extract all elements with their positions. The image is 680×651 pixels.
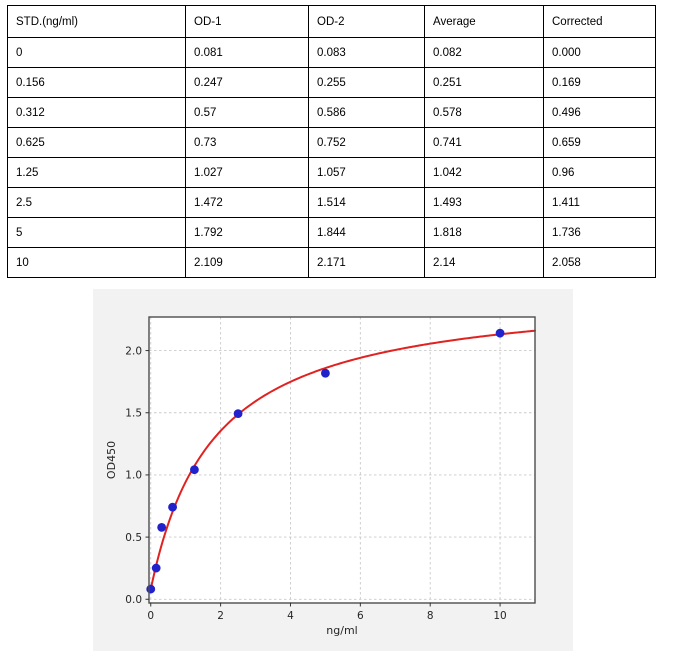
table-row: 0 0.081 0.083 0.082 0.000	[7, 37, 656, 68]
x-tick-label: 6	[357, 610, 364, 622]
table-cell: 0.586	[308, 97, 425, 128]
table-cell: 0.741	[424, 127, 544, 158]
x-tick-label: 2	[217, 610, 224, 622]
data-point	[151, 563, 161, 573]
table-cell: 1.25	[7, 157, 186, 188]
y-tick-label: 0.0	[125, 594, 142, 606]
x-tick-label: 10	[493, 610, 506, 622]
standards-table: STD.(ng/ml) OD-1 OD-2 Average Corrected 0 0.0…	[7, 5, 656, 278]
x-tick-label: 8	[427, 610, 434, 622]
table-cell: 2.171	[308, 247, 425, 278]
table-cell: 1.493	[424, 187, 544, 218]
y-tick-label: 2.0	[125, 345, 142, 357]
table-cell: 1.514	[308, 187, 425, 218]
table-row: 2.5 1.472 1.514 1.493 1.411	[7, 187, 656, 218]
table-cell: 0.083	[308, 37, 425, 68]
standard-curve-figure: 0 2 4 6 8 10 0.0 0.5 1.0 1.5 2.0 ng/ml OD450	[93, 289, 573, 651]
y-tick-label: 1.0	[125, 470, 142, 482]
table-cell: 0.496	[543, 97, 656, 128]
column-header: Average	[424, 5, 544, 38]
data-point	[168, 502, 177, 512]
x-tick-label: 0	[147, 610, 154, 622]
table-cell: 0.000	[543, 37, 656, 68]
table-cell: 10	[7, 247, 186, 278]
data-point	[190, 465, 199, 475]
column-header: STD.(ng/ml)	[7, 5, 186, 38]
table-cell: 1.057	[308, 157, 425, 188]
table-row: 0.156 0.247 0.255 0.251 0.169	[7, 67, 656, 98]
table-cell: 1.042	[424, 157, 544, 188]
column-header: OD-2	[308, 5, 425, 38]
table-row: 10 2.109 2.171 2.14 2.058	[7, 247, 656, 278]
table-cell: 1.472	[185, 187, 309, 218]
table-cell: 0.57	[185, 97, 309, 128]
table-row: 1.25 1.027 1.057 1.042 0.96	[7, 157, 656, 188]
y-axis-label: OD450	[105, 441, 118, 479]
data-point	[157, 522, 167, 532]
column-header: Corrected	[543, 5, 656, 38]
plot-border	[148, 316, 536, 604]
table-cell: 0.255	[308, 67, 425, 98]
table-header-row: STD.(ng/ml) OD-1 OD-2 Average Corrected	[7, 5, 656, 38]
table-row: 0.312 0.57 0.586 0.578 0.496	[7, 97, 656, 128]
table-cell: 0.752	[308, 127, 425, 158]
table-cell: 0	[7, 37, 186, 68]
table-cell: 0.247	[185, 67, 309, 98]
data-point	[495, 328, 505, 338]
data-point	[321, 368, 330, 378]
x-tick-label: 4	[287, 610, 294, 622]
table-cell: 0.625	[7, 127, 186, 158]
y-tick-label: 1.5	[125, 407, 142, 419]
table-cell: 1.818	[424, 217, 544, 248]
table-cell: 2.5	[7, 187, 186, 218]
table-cell: 0.251	[424, 67, 544, 98]
data-point	[146, 584, 156, 594]
table-cell: 0.659	[543, 127, 656, 158]
table-cell: 2.058	[543, 247, 656, 278]
table-cell: 2.14	[424, 247, 544, 278]
column-header: OD-1	[185, 5, 309, 38]
table-cell: 0.73	[185, 127, 309, 158]
table-cell: 0.156	[7, 67, 186, 98]
table-cell: 1.844	[308, 217, 425, 248]
table-cell: 0.312	[7, 97, 186, 128]
table-row: 5 1.792 1.844 1.818 1.736	[7, 217, 656, 248]
table-cell: 1.736	[543, 217, 656, 248]
plot-background	[149, 317, 535, 603]
table-cell: 1.027	[185, 157, 309, 188]
table-cell: 1.792	[185, 217, 309, 248]
table-cell: 2.109	[185, 247, 309, 278]
table-cell: 1.411	[543, 187, 656, 218]
data-point	[233, 409, 243, 419]
y-tick-label: 0.5	[125, 532, 142, 544]
table-cell: 0.578	[424, 97, 544, 128]
table-cell: 0.082	[424, 37, 544, 68]
standard-curve-chart: 0 2 4 6 8 10 0.0 0.5 1.0 1.5 2.0 ng/ml OD450	[105, 316, 536, 637]
table-cell: 0.96	[543, 157, 656, 188]
fit-curve	[149, 329, 536, 591]
table-row: 0.625 0.73 0.752 0.741 0.659	[7, 127, 656, 158]
x-axis-label: ng/ml	[326, 624, 357, 637]
table-cell: 0.081	[185, 37, 309, 68]
table-cell: 5	[7, 217, 186, 248]
table-cell: 0.169	[543, 67, 656, 98]
